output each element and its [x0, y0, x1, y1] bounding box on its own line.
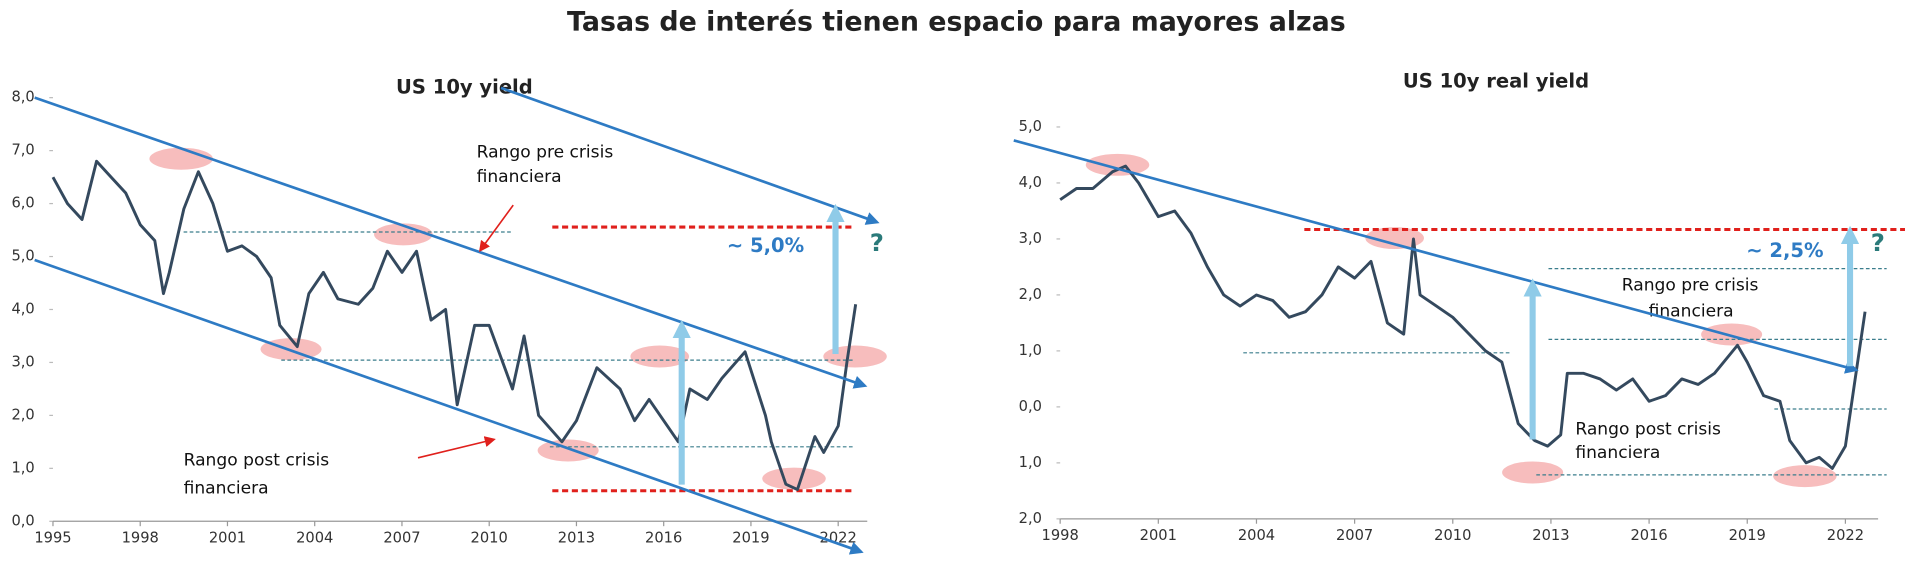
y-tick-label: 3,0 [1019, 230, 1042, 247]
page-title: Tasas de interés tienen espacio para may… [567, 7, 1346, 38]
x-tick-label: 2022 [1827, 527, 1864, 544]
x-tick-label: 1995 [34, 529, 71, 546]
y-tick-label: 2,0 [1019, 510, 1042, 527]
y-tick-label: 4,0 [11, 300, 34, 317]
yield-line [51, 159, 858, 492]
x-tick-label: 2022 [820, 529, 857, 546]
y-tick-label: 5,0 [11, 248, 34, 265]
y-tick-label: 3,0 [11, 353, 34, 370]
y-tick-label: 1,0 [1019, 342, 1042, 359]
x-tick-label: 2013 [558, 529, 595, 546]
annotation: Rango pre crisis [1622, 276, 1759, 296]
annotation: ? [870, 228, 884, 257]
y-tick-label: 5,0 [1019, 118, 1042, 135]
x-tick-label: 2001 [209, 529, 246, 546]
y-tick-label: 1,0 [11, 459, 34, 476]
y-tick-label: 2,0 [11, 406, 34, 423]
chart-title: US 10y real yield [1403, 69, 1589, 92]
y-tick-label: 1,0 [1019, 454, 1042, 471]
decorations-left [149, 147, 887, 493]
annotation: ~ 2,5% [1746, 239, 1823, 262]
annotation: ~ 5,0% [727, 234, 804, 257]
chart-title: US 10y yield [396, 75, 533, 98]
y-tick-label: 0,0 [11, 512, 34, 529]
annotation: Rango post crisis [184, 450, 330, 470]
x-tick-label: 2016 [645, 529, 682, 546]
x-tick-label: 2019 [1729, 527, 1766, 544]
annotation: financiera [1649, 301, 1734, 321]
x-tick-label: 2001 [1140, 527, 1177, 544]
annotation: financiera [184, 478, 269, 498]
x-tick-label: 2004 [296, 529, 333, 546]
plots: US 10y yield 0,0 1,0 2,0 3,0 4,0 5,0 6,0 7,0 8,0 1… [11, 69, 1885, 546]
y-tick-label: 4,0 [1019, 174, 1042, 191]
x-tick-label: 2010 [1434, 527, 1471, 544]
decorations-right [1085, 153, 1905, 488]
annotation: Rango pre crisis [477, 143, 614, 163]
y-tick-label: 7,0 [11, 142, 34, 159]
x-tick-label: 2007 [1336, 527, 1373, 544]
annotation: Rango post crisis [1575, 420, 1721, 440]
x-tick-label: 1998 [122, 529, 159, 546]
overlays [34, 86, 1860, 555]
x-tick-label: 2019 [732, 529, 769, 546]
y-tick-label: 0,0 [1019, 398, 1042, 415]
annotation: financiera [477, 167, 562, 187]
y-tick-label: 2,0 [1019, 286, 1042, 303]
x-tick-label: 2007 [383, 529, 420, 546]
annotation: ? [1871, 228, 1885, 257]
x-tick-label: 2004 [1238, 527, 1275, 544]
x-tick-label: 1998 [1042, 527, 1079, 544]
y-tick-label: 6,0 [11, 195, 34, 212]
x-tick-label: 2010 [471, 529, 508, 546]
yield-line [1059, 164, 1867, 470]
y-tick-label: 8,0 [11, 89, 34, 106]
annotation: financiera [1575, 443, 1660, 463]
x-tick-label: 2016 [1630, 527, 1667, 544]
x-tick-label: 2013 [1532, 527, 1569, 544]
